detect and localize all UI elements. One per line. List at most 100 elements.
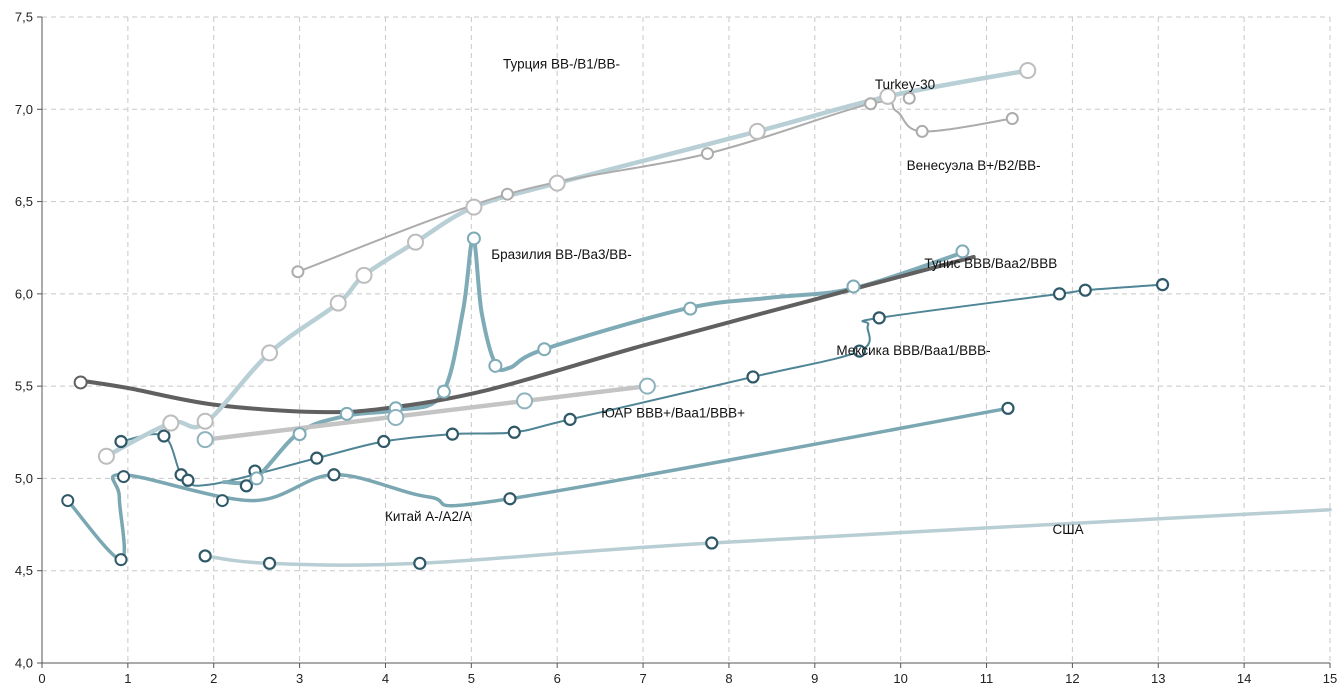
series-point: [355, 266, 373, 284]
series-point: [683, 301, 698, 316]
series-point: [507, 425, 521, 439]
series-point: [196, 431, 214, 449]
y-tick-label: 5,5: [15, 379, 33, 394]
y-tick-label: 6,0: [15, 286, 33, 301]
series-point: [915, 124, 929, 138]
series-point: [377, 434, 391, 449]
series-line-5: [202, 383, 650, 442]
series-point: [516, 392, 534, 410]
series-point: [955, 244, 970, 259]
series-point: [537, 342, 552, 357]
series-point: [407, 233, 425, 251]
series-point: [198, 549, 212, 563]
series-point: [864, 97, 878, 111]
y-tick-label: 4,5: [15, 563, 33, 578]
series-label: США: [1053, 522, 1084, 537]
x-tick-label: 14: [1237, 671, 1251, 686]
y-tick-label: 6,5: [15, 194, 33, 209]
series-label: ЮАР BBB+/Baa1/BBB+: [601, 406, 745, 421]
x-tick-label: 1: [124, 671, 131, 686]
series-point: [310, 451, 324, 465]
series-lines: [66, 68, 1332, 567]
series-point: [61, 494, 75, 508]
x-tick-label: 12: [1065, 671, 1079, 686]
x-tick-label: 8: [725, 671, 732, 686]
series-label: Тунис BBB/Baa2/BBB: [924, 256, 1057, 271]
x-tick-label: 11: [980, 671, 994, 686]
series-point: [413, 556, 427, 570]
x-tick-label: 15: [1323, 671, 1337, 686]
series-point: [291, 265, 305, 279]
y-tick-label: 7,0: [15, 102, 33, 117]
series-point: [114, 434, 128, 449]
series-label: Венесуэла B+/B2/BB-: [907, 158, 1041, 173]
series-point: [73, 375, 88, 390]
series-point: [488, 358, 503, 373]
series-line-1: [66, 406, 1010, 562]
series-point: [1001, 401, 1015, 415]
series-label: Турция BB-/B1/BB-: [503, 57, 620, 72]
series-point: [700, 147, 714, 161]
series-point: [1155, 278, 1170, 292]
series-point: [157, 429, 171, 443]
series-point: [879, 87, 897, 105]
annotations: Турция BB-/B1/BB- Turkey-30 Венесуэла B+/B…: [385, 57, 1084, 537]
series-point: [387, 409, 405, 427]
series-point: [97, 447, 115, 465]
series-point: [902, 91, 916, 105]
series-point: [1019, 62, 1037, 80]
series-point: [117, 470, 131, 484]
series-point: [329, 294, 347, 312]
series-point: [239, 479, 253, 493]
series-point: [872, 311, 886, 325]
series-label: Бразилия BB-/Ba3/BB-: [491, 247, 631, 262]
x-tick-label: 3: [296, 671, 303, 686]
series-point: [748, 122, 766, 140]
series-label: Китай A-/A2/A: [385, 509, 472, 524]
series-point: [292, 427, 307, 442]
series-point: [1005, 112, 1019, 126]
series-point: [181, 473, 195, 487]
series-point: [162, 414, 180, 432]
series-point: [746, 370, 760, 384]
y-tick-label: 7,5: [15, 10, 33, 25]
series-point: [436, 384, 451, 399]
series-markers: [61, 62, 1170, 570]
series-line-6: [104, 68, 1030, 459]
x-tick-label: 5: [468, 671, 475, 686]
x-tick-label: 13: [1151, 671, 1165, 686]
x-tick-label: 4: [382, 671, 389, 686]
series-point: [262, 556, 277, 570]
series-point: [327, 468, 341, 482]
axes: 0 1 2 3 4 5 6 7 8 9 10 11 12 13 14 154,04,55,05,56,06,5…: [15, 10, 1337, 687]
series-line-0: [203, 508, 1332, 567]
x-tick-label: 7: [639, 671, 646, 686]
series-point: [1078, 283, 1092, 297]
x-tick-label: 0: [38, 671, 45, 686]
series-point: [261, 344, 279, 362]
series-line-3: [222, 236, 963, 486]
series-point: [466, 231, 481, 246]
x-tick-label: 2: [210, 671, 217, 686]
series-point: [705, 536, 719, 550]
y-tick-label: 5,0: [15, 471, 33, 486]
y-tick-label: 4,0: [15, 656, 33, 671]
series-point: [339, 406, 354, 421]
series-point: [465, 198, 483, 216]
series-label: Turkey-30: [875, 77, 935, 92]
x-tick-label: 10: [893, 671, 907, 686]
series-point: [500, 187, 514, 201]
series-point: [563, 412, 577, 426]
x-tick-label: 9: [811, 671, 818, 686]
series-point: [445, 427, 460, 441]
series-point: [638, 377, 656, 395]
series-point: [114, 553, 128, 567]
grid: [42, 16, 1331, 663]
series-point: [249, 471, 264, 486]
series-point: [196, 412, 214, 430]
series-line-4: [78, 254, 976, 415]
series-label: Мексика BBB/Baa1/BBB-: [836, 343, 990, 358]
series-point: [1052, 287, 1067, 301]
